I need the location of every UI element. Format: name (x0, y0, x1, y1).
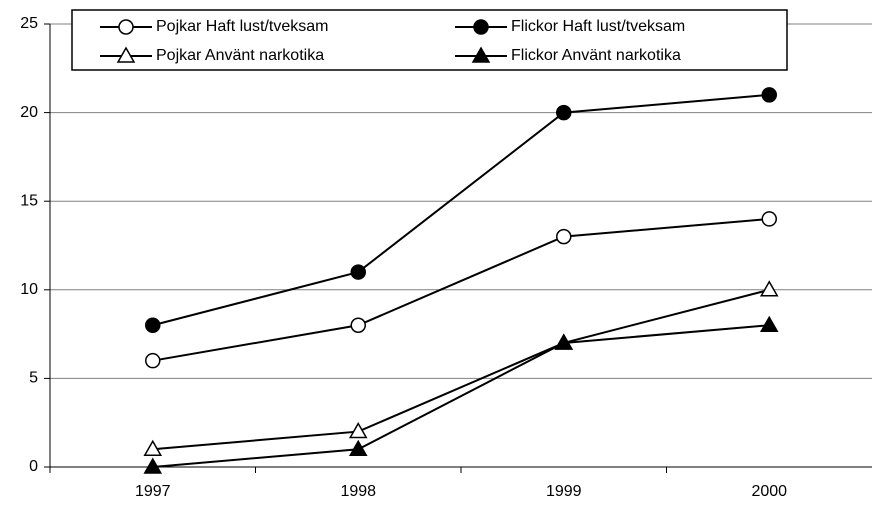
marker (761, 87, 777, 103)
legend-label: Pojkar Använt narkotika (156, 47, 324, 64)
marker (143, 457, 163, 474)
marker (116, 46, 136, 63)
marker (348, 422, 368, 439)
marker (145, 352, 161, 369)
legend-label: Pojkar Haft lust/tveksam (156, 18, 329, 35)
x-tick-label: 1997 (135, 483, 171, 500)
marker (350, 317, 366, 333)
series-line (152, 324, 770, 468)
marker (556, 228, 572, 245)
marker (761, 211, 777, 227)
y-tick-label: 15 (20, 192, 38, 209)
marker (556, 104, 572, 121)
series-line (152, 217, 770, 362)
y-tick-label: 25 (20, 15, 38, 32)
x-tick-label: 1998 (340, 483, 376, 500)
marker (145, 317, 161, 333)
marker (143, 439, 163, 457)
y-tick-label: 5 (29, 370, 38, 387)
marker (473, 19, 489, 35)
marker (554, 333, 574, 350)
marker (118, 19, 134, 35)
x-tick-label: 1999 (546, 483, 582, 500)
marker (350, 264, 366, 280)
marker (759, 315, 779, 332)
legend-box (71, 9, 788, 71)
series-line (152, 288, 770, 451)
legend-label: Flickor Haft lust/tveksam (511, 18, 685, 35)
series-line (152, 93, 770, 327)
legend-label: Flickor Använt narkotika (511, 47, 681, 64)
x-tick-label: 2000 (751, 483, 787, 500)
y-tick-label: 10 (20, 281, 38, 298)
y-tick-label: 20 (20, 104, 38, 121)
marker (759, 280, 779, 297)
y-tick-label: 0 (29, 458, 38, 475)
marker (348, 439, 368, 457)
marker (471, 46, 491, 63)
